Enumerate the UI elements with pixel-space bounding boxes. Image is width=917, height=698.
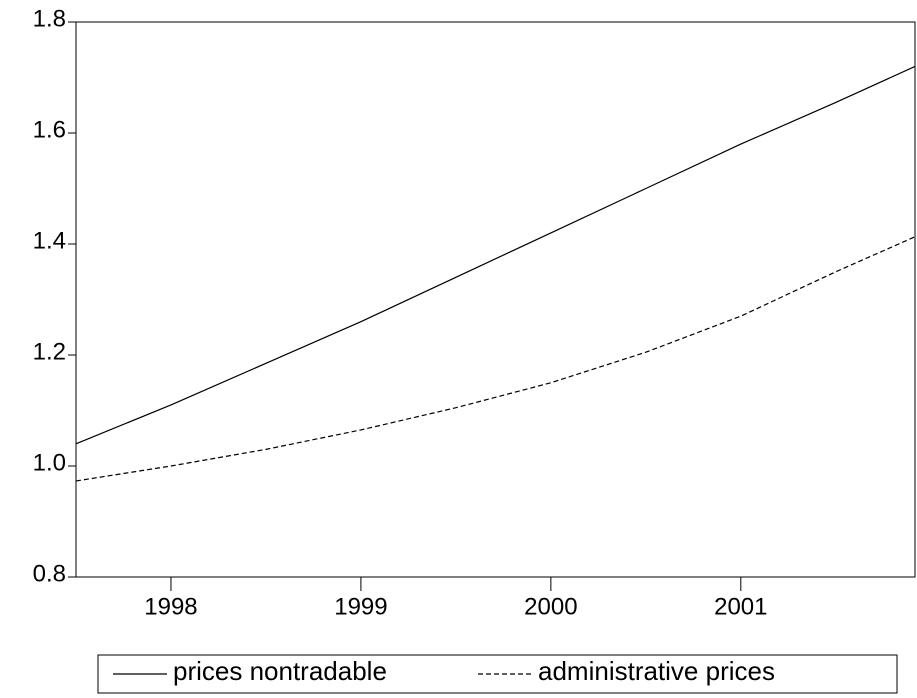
y-tick-label: 0.8: [33, 560, 66, 587]
x-tick-label: 1999: [334, 593, 387, 620]
x-tick-label: 2001: [714, 593, 767, 620]
y-tick-label: 1.0: [33, 449, 66, 476]
x-tick-label: 1998: [144, 593, 197, 620]
y-tick-label: 1.8: [33, 5, 66, 32]
x-tick-label: 2000: [524, 593, 577, 620]
series-line: [75, 65, 916, 445]
legend-label: administrative prices: [538, 656, 775, 686]
y-tick-label: 1.2: [33, 338, 66, 365]
y-tick-label: 1.4: [33, 227, 66, 254]
series-line: [75, 236, 916, 482]
legend-label: prices nontradable: [173, 656, 387, 686]
y-tick-label: 1.6: [33, 116, 66, 143]
plot-frame: [75, 21, 916, 578]
